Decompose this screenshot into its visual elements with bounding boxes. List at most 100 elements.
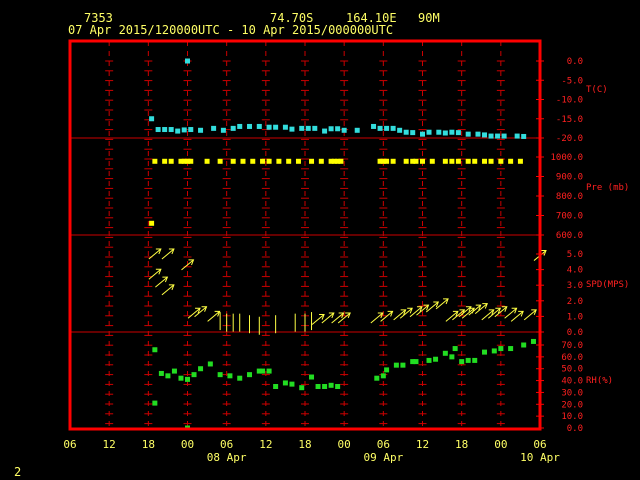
wind-arrow-head xyxy=(201,306,208,312)
wind-arrow xyxy=(445,310,459,322)
wind-arrow-head xyxy=(443,298,449,305)
pressure-point xyxy=(230,158,236,164)
pressure-point xyxy=(276,158,282,164)
wind-arrow-head xyxy=(433,301,440,308)
relative_humidity-point xyxy=(273,384,279,389)
relative_humidity-point xyxy=(400,362,406,368)
wind-arrow xyxy=(155,276,169,288)
relative_humidity-point xyxy=(465,357,471,363)
relative_humidity-point xyxy=(309,374,315,380)
temperature-point xyxy=(403,129,409,135)
wind-arrow-head xyxy=(328,312,335,319)
wind-arrow-head xyxy=(452,310,459,317)
temperature-point xyxy=(442,130,448,136)
wind-arrow-shaft xyxy=(435,298,449,310)
wind-arrow-shaft xyxy=(148,268,162,280)
wind-arrow xyxy=(393,309,407,321)
wind-arrow-shaft xyxy=(452,309,465,321)
wind-arrow-head xyxy=(162,276,169,283)
pressure-point xyxy=(335,158,341,164)
temperature-point xyxy=(181,127,187,133)
wind-tick-label: 5.0 xyxy=(567,250,583,260)
relative_humidity-point xyxy=(178,375,184,381)
chart-frame xyxy=(68,39,542,431)
relative_humidity-point xyxy=(498,346,504,352)
wind-arrow-head xyxy=(482,303,488,309)
wind-arrow-shaft xyxy=(380,311,393,322)
relative_humidity-point xyxy=(491,348,497,354)
wind-arrow xyxy=(523,309,537,321)
temperature-tick-label: -20.0 xyxy=(556,134,583,144)
temperature-point xyxy=(465,131,471,137)
pressure-point xyxy=(162,158,168,164)
pressure-point xyxy=(517,158,523,164)
relative_humidity-point xyxy=(227,373,233,379)
temperature-point xyxy=(266,124,272,130)
relative_humidity-point xyxy=(335,384,341,389)
pressure-axis-label: Pre (mb) xyxy=(586,183,629,193)
relative_humidity-point xyxy=(452,346,458,352)
pressure-tick-label: 1000.0 xyxy=(550,153,583,163)
wind-arrow-shaft xyxy=(337,312,351,324)
chart-grid xyxy=(70,41,540,429)
wind-arrow-shaft xyxy=(161,284,175,296)
temperature-point xyxy=(322,128,328,134)
relative_humidity-point xyxy=(256,368,262,374)
pressure-point xyxy=(168,158,174,164)
wind-arrow xyxy=(207,310,221,322)
wind-arrow-head xyxy=(416,306,423,312)
relative_humidity-point xyxy=(322,384,328,389)
wind-tick-label: 0.0 xyxy=(567,328,583,338)
wind-arrow-head xyxy=(319,314,325,320)
temperature-point xyxy=(420,131,425,137)
temperature-point xyxy=(501,133,507,139)
relative_humidity-tick-label: 30.0 xyxy=(561,388,583,398)
pressure-point xyxy=(498,158,504,164)
relative_humidity-point xyxy=(282,380,288,386)
x-day-label: 09 Apr xyxy=(363,451,403,464)
wind-arrow-shaft xyxy=(181,259,194,271)
wind-arrow xyxy=(187,307,201,319)
chart-marks xyxy=(148,58,547,431)
temperature-point xyxy=(256,123,262,129)
wind-arrow-head xyxy=(475,304,482,311)
wind-arrow-shaft xyxy=(504,307,517,319)
wind-arrow xyxy=(181,259,195,271)
x-tick-label: 12 xyxy=(259,438,272,451)
x-tick-label: 00 xyxy=(338,438,351,451)
relative_humidity-point xyxy=(410,359,416,365)
x-tick-label: 00 xyxy=(181,438,194,451)
pressure-point xyxy=(482,158,488,164)
wind-arrow-shaft xyxy=(494,306,508,318)
pressure-point xyxy=(204,158,210,164)
pressure-point xyxy=(429,158,435,164)
wind-arrow xyxy=(416,304,430,316)
pressure-point xyxy=(380,158,386,164)
temperature-point xyxy=(211,125,217,131)
relative_humidity-point xyxy=(472,357,478,363)
temperature-point xyxy=(354,127,360,133)
temperature-point xyxy=(188,127,194,133)
temperature-point xyxy=(328,126,334,132)
wind-tick-label: 2.0 xyxy=(567,297,583,307)
wind-arrow-shaft xyxy=(321,312,335,324)
relative_humidity-point xyxy=(152,400,158,406)
wind-arrow xyxy=(380,310,394,322)
relative_humidity-point xyxy=(328,382,334,388)
pressure-point xyxy=(455,158,461,164)
wind-arrow xyxy=(474,303,488,314)
temperature-point xyxy=(247,123,253,129)
x-tick-label: 18 xyxy=(455,438,468,451)
pressure-point xyxy=(338,158,344,164)
wind-arrow-head xyxy=(155,268,162,275)
wind-axis-label: SPD(MPS) xyxy=(586,280,629,290)
relative_humidity-point xyxy=(374,375,380,381)
pressure-point xyxy=(240,158,246,164)
wind-arrow-shaft xyxy=(187,307,201,319)
wind-arrow xyxy=(148,248,162,260)
wind-arrow-head xyxy=(168,248,175,255)
wind-arrow-head xyxy=(541,250,547,256)
wind-arrow-shaft xyxy=(481,309,495,321)
pressure-point xyxy=(250,158,256,164)
wind-arrow-head xyxy=(155,248,162,255)
